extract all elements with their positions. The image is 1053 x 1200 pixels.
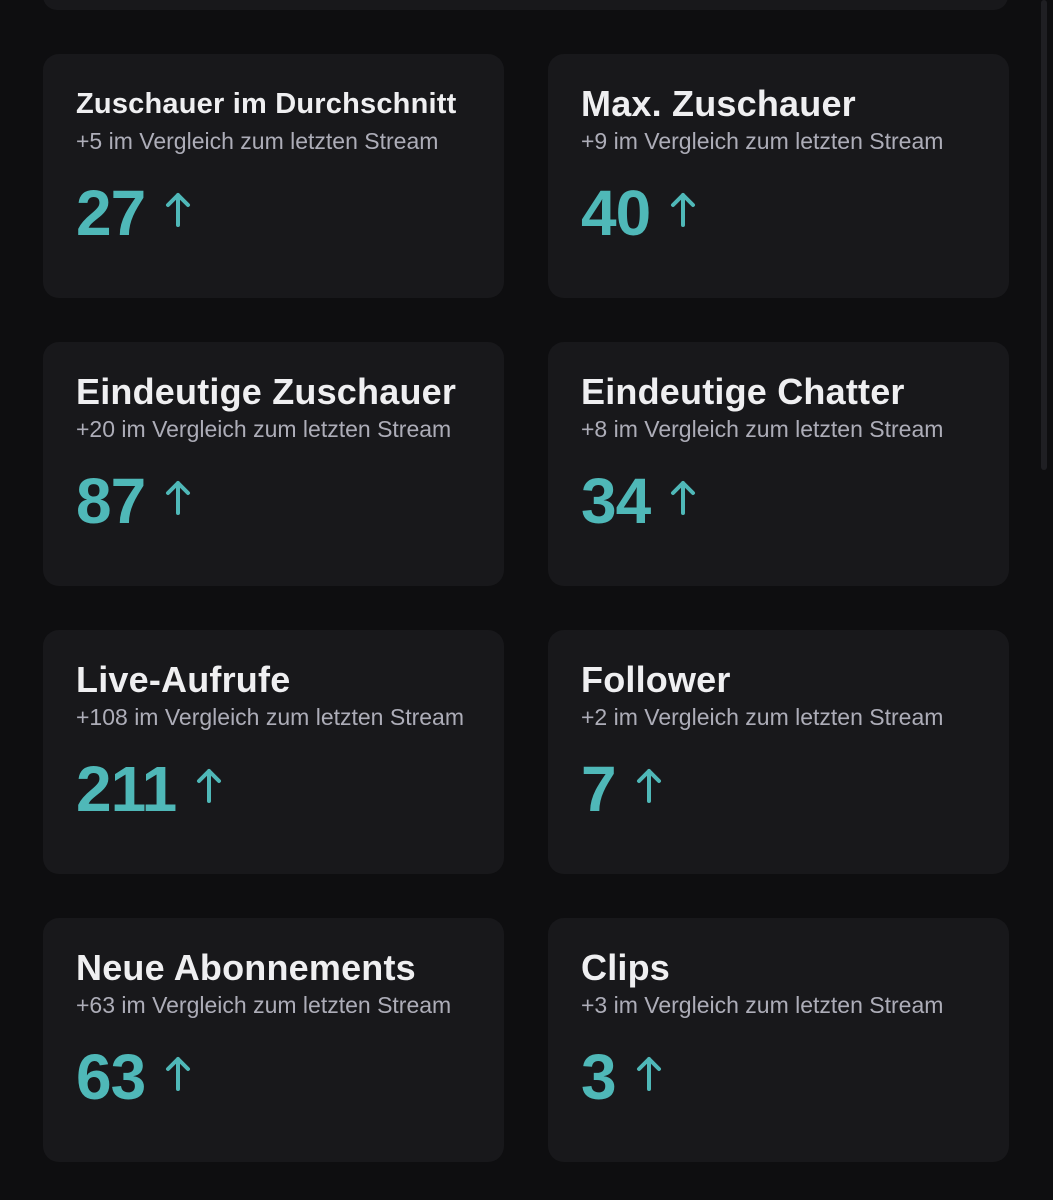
stat-card-clips: Clips +3 im Vergleich zum letzten Stream… [548,918,1009,1162]
stat-card-unique-chatters: Eindeutige Chatter +8 im Vergleich zum l… [548,342,1009,586]
arrow-up-icon [166,481,191,515]
stat-title: Neue Abonnements [76,947,416,988]
stat-value-row: 27 [76,178,504,248]
arrow-up-icon [636,1057,661,1091]
stat-card-average-viewers: Zuschauer im Durchschnitt +5 im Vergleic… [43,54,504,298]
stat-card-max-viewers: Max. Zuschauer +9 im Vergleich zum letzt… [548,54,1009,298]
stat-subtitle: +5 im Vergleich zum letzten Stream [76,128,439,154]
arrow-up-icon [636,769,661,803]
arrow-up-icon [197,769,222,803]
stat-value: 40 [581,177,651,249]
arrow-up-icon [671,193,696,227]
stat-value-row: 87 [76,466,504,536]
stat-value-row: 7 [581,754,1009,824]
stat-value: 7 [581,753,617,825]
stat-title: Zuschauer im Durchschnitt [76,88,457,120]
stat-subtitle: +63 im Vergleich zum letzten Stream [76,992,452,1018]
stat-subtitle: +2 im Vergleich zum letzten Stream [581,704,944,730]
stat-value-row: 40 [581,178,1009,248]
stat-value-row: 34 [581,466,1009,536]
scrollbar[interactable] [1041,0,1047,470]
stat-value-row: 63 [76,1042,504,1112]
stat-subtitle: +20 im Vergleich zum letzten Stream [76,416,452,442]
stat-title: Eindeutige Chatter [581,371,905,412]
stat-title: Live-Aufrufe [76,659,291,700]
stat-title: Clips [581,947,671,988]
stat-card-new-subscriptions: Neue Abonnements +63 im Vergleich zum le… [43,918,504,1162]
previous-card [43,0,1008,10]
stat-title: Follower [581,659,731,700]
stat-subtitle: +9 im Vergleich zum letzten Stream [581,128,944,154]
stat-subtitle: +108 im Vergleich zum letzten Stream [76,704,464,730]
stat-value: 211 [76,753,177,825]
stat-value: 63 [76,1041,146,1113]
arrow-up-icon [671,481,696,515]
stat-card-live-views: Live-Aufrufe +108 im Vergleich zum letzt… [43,630,504,874]
stat-value: 3 [581,1041,617,1113]
stat-card-followers: Follower +2 im Vergleich zum letzten Str… [548,630,1009,874]
arrow-up-icon [166,1057,191,1091]
stat-value: 34 [581,465,651,537]
stat-value: 87 [76,465,146,537]
stat-card-unique-viewers: Eindeutige Zuschauer +20 im Vergleich zu… [43,342,504,586]
stat-subtitle: +3 im Vergleich zum letzten Stream [581,992,944,1018]
stat-value: 27 [76,177,146,249]
stat-value-row: 3 [581,1042,1009,1112]
stat-value-row: 211 [76,754,504,824]
stat-subtitle: +8 im Vergleich zum letzten Stream [581,416,944,442]
stats-grid: Zuschauer im Durchschnitt +5 im Vergleic… [43,54,1009,1162]
stat-title: Eindeutige Zuschauer [76,371,457,412]
arrow-up-icon [166,193,191,227]
stat-title: Max. Zuschauer [581,83,856,124]
